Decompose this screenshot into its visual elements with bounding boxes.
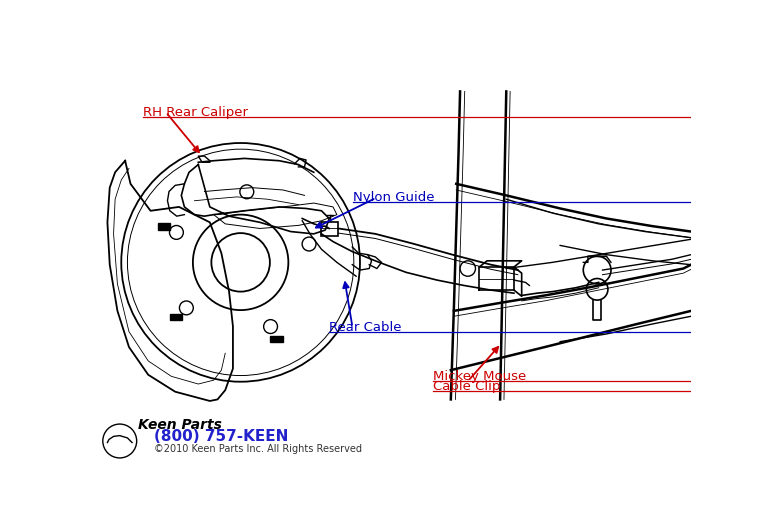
Text: ©2010 Keen Parts Inc. All Rights Reserved: ©2010 Keen Parts Inc. All Rights Reserve… [154, 444, 362, 454]
Text: Cable Clip: Cable Clip [434, 380, 500, 393]
Bar [169, 314, 182, 320]
Text: RH Rear Caliper: RH Rear Caliper [142, 106, 248, 119]
Text: (800) 757-KEEN: (800) 757-KEEN [154, 429, 288, 444]
Text: Keen Parts: Keen Parts [139, 418, 222, 431]
Bar [158, 223, 170, 229]
Bar [270, 336, 283, 342]
Text: Mickey Mouse: Mickey Mouse [434, 370, 527, 383]
Text: Rear Cable: Rear Cable [330, 321, 402, 334]
Text: Nylon Guide: Nylon Guide [353, 191, 434, 204]
Bar [322, 222, 339, 236]
